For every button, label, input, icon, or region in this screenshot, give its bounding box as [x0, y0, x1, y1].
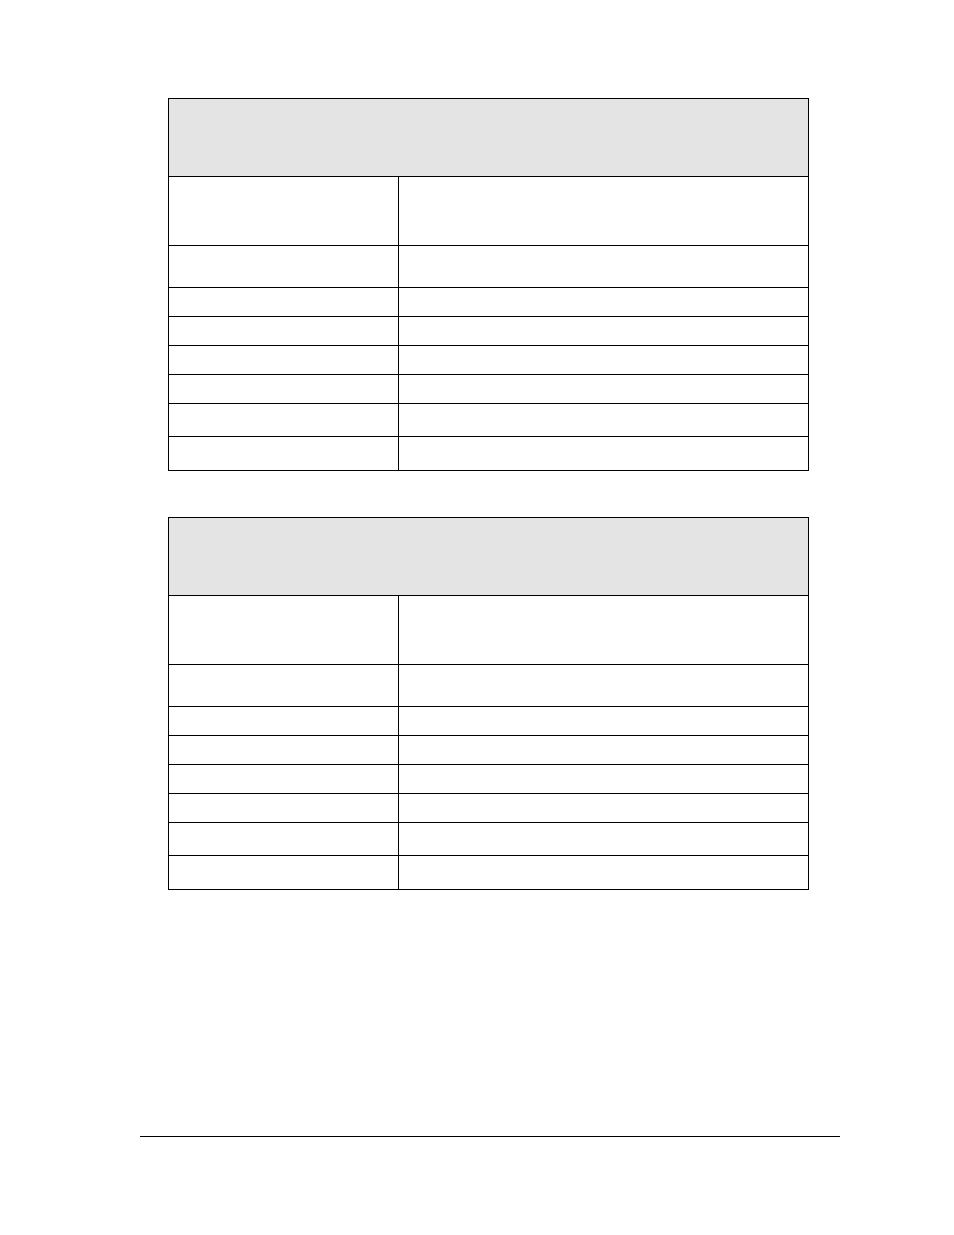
table-cell	[399, 246, 809, 288]
table-row	[169, 736, 809, 765]
table-cell	[169, 736, 399, 765]
table-row	[169, 707, 809, 736]
table-cell	[399, 856, 809, 890]
table-cell	[169, 665, 399, 707]
table-cell	[399, 317, 809, 346]
table-cell	[169, 794, 399, 823]
table-cell	[169, 707, 399, 736]
table-cell	[399, 437, 809, 471]
table-1-header	[169, 99, 809, 177]
table-cell	[169, 856, 399, 890]
table-1-body	[169, 177, 809, 471]
table-row	[169, 404, 809, 437]
table-cell	[169, 765, 399, 794]
table-cell	[399, 404, 809, 437]
table-2	[168, 517, 809, 890]
table-cell	[399, 765, 809, 794]
table-cell	[399, 665, 809, 707]
table-cell	[169, 177, 399, 246]
table-row	[169, 177, 809, 246]
table-cell	[399, 346, 809, 375]
table-cell	[399, 375, 809, 404]
table-cell	[399, 736, 809, 765]
table-row	[169, 346, 809, 375]
table-cell	[169, 317, 399, 346]
table-cell	[169, 404, 399, 437]
table-row	[169, 437, 809, 471]
table-cell	[399, 177, 809, 246]
table-row	[169, 596, 809, 665]
table-row	[169, 665, 809, 707]
table-row	[169, 765, 809, 794]
table-row	[169, 823, 809, 856]
table-row	[169, 375, 809, 404]
table-cell	[169, 246, 399, 288]
table-cell	[169, 437, 399, 471]
table-cell	[399, 823, 809, 856]
table-cell	[399, 794, 809, 823]
table-cell	[169, 346, 399, 375]
table-row	[169, 246, 809, 288]
table-cell	[399, 288, 809, 317]
table-row	[169, 794, 809, 823]
table-2-header	[169, 518, 809, 596]
footer-rule	[140, 1136, 840, 1137]
table-1	[168, 98, 809, 471]
table-cell	[169, 823, 399, 856]
table-cell	[169, 288, 399, 317]
table-cell	[399, 707, 809, 736]
table-row	[169, 288, 809, 317]
table-cell	[399, 596, 809, 665]
table-cell	[169, 375, 399, 404]
table-2-body	[169, 596, 809, 890]
table-cell	[169, 596, 399, 665]
table-row	[169, 856, 809, 890]
table-row	[169, 317, 809, 346]
